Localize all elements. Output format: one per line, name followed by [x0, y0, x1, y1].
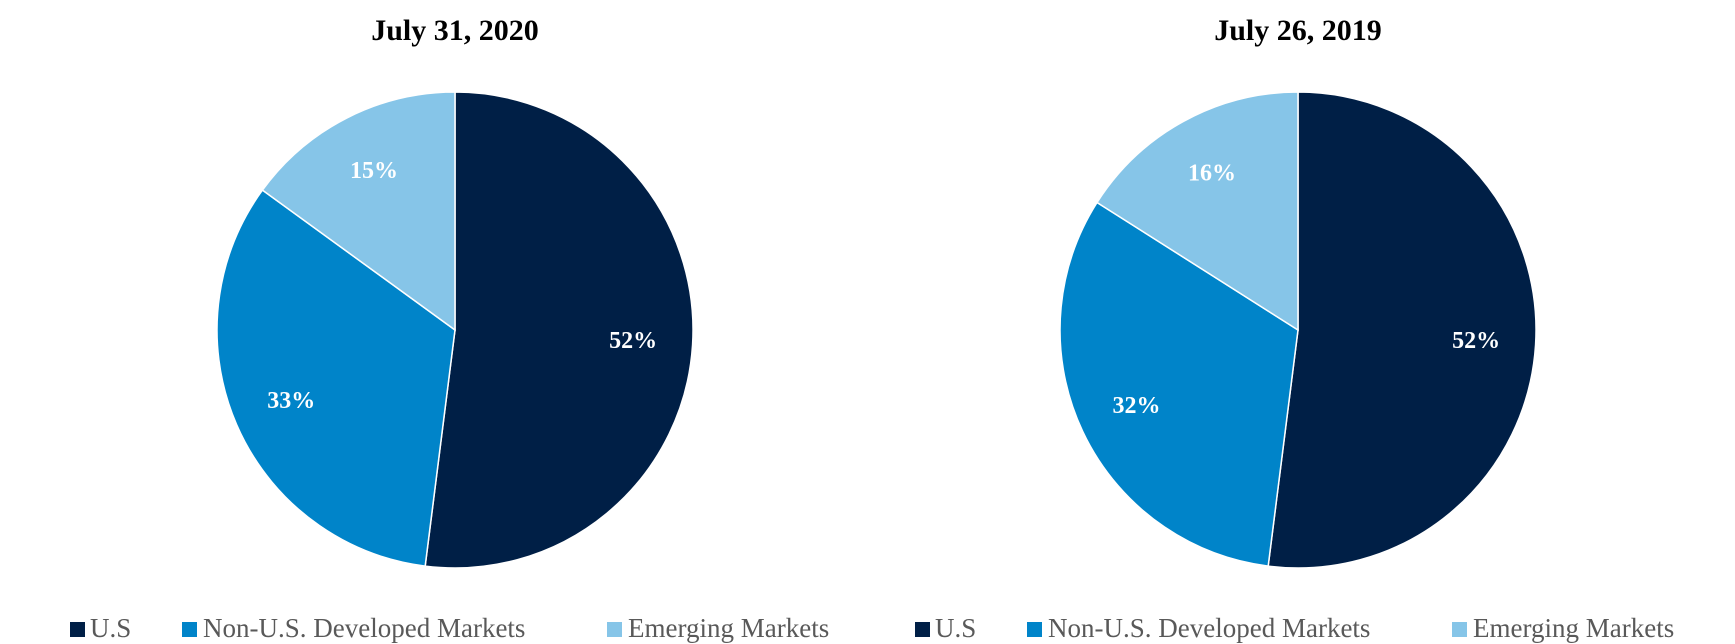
- legend-entry-us: U.S: [915, 613, 976, 643]
- legend-label-us: U.S: [935, 613, 976, 643]
- pie-chart-2020: July 31, 2020 52% 33% 15% U.S Non-U.S. Dev…: [70, 14, 829, 643]
- legend-swatch-non-us-developed: [182, 622, 197, 637]
- legend-label-non-us-developed: Non-U.S. Developed Markets: [1048, 613, 1370, 643]
- legend-swatch-us: [915, 622, 930, 637]
- pie-slices-2020: [216, 91, 694, 569]
- legend-swatch-non-us-developed: [1027, 622, 1042, 637]
- legend-entry-non-us-developed: Non-U.S. Developed Markets: [182, 613, 525, 643]
- legend-swatch-us: [70, 622, 85, 637]
- legend-label-us: U.S: [90, 613, 131, 643]
- legend-swatch-emerging: [1452, 622, 1467, 637]
- pie-label-us: 52%: [609, 328, 657, 354]
- pie-slice-emerging: [1096, 91, 1299, 332]
- legend-2019: U.S Non-U.S. Developed Markets Emerging …: [915, 613, 1674, 643]
- legend-label-emerging: Emerging Markets: [1473, 613, 1674, 643]
- pie-slice-non-us-developed: [216, 189, 456, 567]
- pie-slice-emerging: [261, 91, 456, 332]
- pie-slice-non-us-developed: [1059, 201, 1299, 567]
- chart-title-2019: July 26, 2019: [1214, 14, 1382, 47]
- legend-entry-non-us-developed: Non-U.S. Developed Markets: [1027, 613, 1370, 643]
- legend-2020: U.S Non-U.S. Developed Markets Emerging …: [70, 613, 829, 643]
- legend-entry-us: U.S: [70, 613, 131, 643]
- pie-label-non-us-developed: 32%: [1113, 393, 1161, 419]
- pie-labels-2019: 52% 32% 16%: [1113, 161, 1501, 419]
- legend-label-non-us-developed: Non-U.S. Developed Markets: [203, 613, 525, 643]
- pie-label-emerging: 16%: [1188, 161, 1236, 187]
- pie-slice-us: [1267, 91, 1537, 569]
- chart-title-2020: July 31, 2020: [371, 14, 539, 47]
- legend-swatch-emerging: [607, 622, 622, 637]
- pie-slices-2019: [1059, 91, 1537, 569]
- pie-label-emerging: 15%: [350, 158, 398, 184]
- legend-entry-emerging: Emerging Markets: [1452, 613, 1674, 643]
- pie-labels-2020: 52% 33% 15%: [267, 158, 657, 414]
- legend-label-emerging: Emerging Markets: [628, 613, 829, 643]
- legend-entry-emerging: Emerging Markets: [607, 613, 829, 643]
- pie-label-non-us-developed: 33%: [267, 388, 315, 414]
- pie-chart-2019: July 26, 2019 52% 32% 16% U.S Non-U.S. Dev…: [915, 14, 1674, 643]
- pie-label-us: 52%: [1452, 328, 1500, 354]
- pie-slice-us: [424, 91, 694, 569]
